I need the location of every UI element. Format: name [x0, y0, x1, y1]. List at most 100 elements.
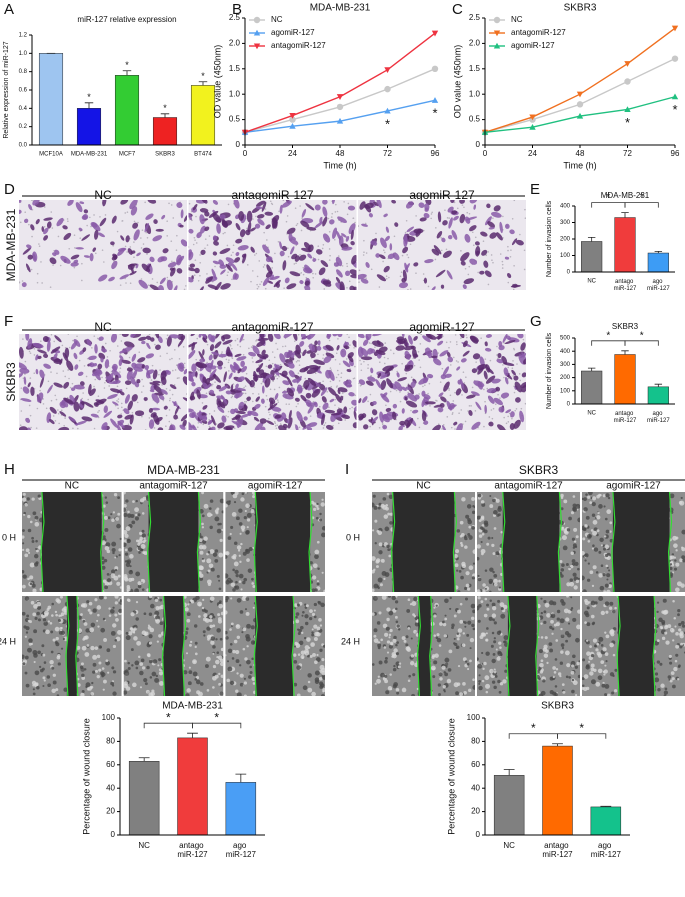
pore — [198, 280, 200, 282]
pore — [175, 369, 177, 371]
pore — [94, 428, 96, 430]
pore — [475, 410, 477, 412]
cell — [42, 676, 45, 679]
pore — [34, 354, 36, 356]
cell — [314, 550, 319, 555]
cell — [478, 596, 481, 599]
cell — [565, 650, 570, 655]
cell — [107, 573, 110, 576]
cell — [239, 555, 241, 557]
cell — [113, 670, 116, 673]
cell — [107, 578, 111, 582]
cell — [28, 529, 32, 533]
cell — [489, 617, 493, 621]
cell — [81, 674, 85, 678]
cell — [486, 632, 488, 634]
cell — [106, 501, 109, 504]
pore — [218, 428, 220, 430]
cell — [455, 563, 459, 567]
pore — [265, 208, 267, 210]
cell — [493, 653, 496, 656]
pore — [31, 269, 33, 271]
pore — [385, 404, 387, 406]
pore — [496, 346, 498, 348]
cell — [482, 633, 486, 637]
cell — [467, 663, 470, 666]
cell — [438, 693, 441, 696]
cell — [33, 688, 35, 690]
cell — [112, 691, 116, 695]
cell — [201, 491, 204, 494]
pore — [195, 216, 197, 218]
image-content — [20, 594, 124, 697]
cell — [457, 610, 461, 614]
microscopy-image — [123, 595, 225, 698]
cell — [385, 690, 389, 694]
cell — [465, 571, 469, 575]
cell — [309, 609, 313, 613]
cell — [216, 628, 221, 633]
cell — [541, 636, 544, 639]
cell — [388, 595, 391, 598]
pore — [322, 248, 324, 250]
microscopy-image — [16, 196, 189, 295]
cell — [434, 653, 438, 657]
pore — [461, 394, 463, 396]
cell — [577, 518, 582, 523]
pore — [20, 222, 22, 224]
pore — [154, 344, 156, 346]
pore — [237, 344, 239, 346]
pore — [301, 272, 303, 274]
cell — [571, 690, 575, 694]
cell — [485, 651, 489, 655]
pore — [37, 273, 39, 275]
cell — [378, 676, 380, 678]
cell — [304, 637, 306, 639]
cell — [246, 612, 250, 616]
pore — [475, 361, 477, 363]
cell — [388, 555, 391, 558]
microscopy-image — [20, 594, 124, 697]
cell — [395, 595, 397, 597]
cell — [546, 613, 550, 617]
cell — [42, 685, 44, 687]
pore — [258, 260, 260, 262]
cell — [462, 564, 466, 568]
pore — [375, 233, 377, 235]
pore — [298, 334, 300, 336]
pore — [102, 249, 104, 251]
cell — [250, 509, 254, 513]
pore — [491, 254, 493, 256]
column-label: NC — [94, 320, 112, 334]
cell — [28, 552, 30, 554]
cell — [32, 584, 36, 588]
pore — [341, 372, 343, 374]
cell — [55, 598, 59, 602]
pore — [346, 358, 348, 360]
cell — [190, 641, 192, 643]
pore — [502, 216, 504, 218]
cell — [218, 553, 223, 558]
cell — [555, 685, 558, 688]
pore — [323, 288, 325, 290]
pore — [516, 408, 518, 410]
cell — [119, 554, 121, 556]
pore — [272, 363, 274, 365]
cell — [396, 620, 399, 623]
pore — [117, 231, 119, 233]
cell — [573, 573, 577, 577]
cell — [237, 598, 242, 603]
cell — [252, 495, 255, 498]
pore — [202, 424, 204, 426]
cell — [384, 679, 388, 683]
pore — [154, 427, 156, 429]
pore — [414, 365, 416, 367]
cell — [392, 639, 396, 643]
pore — [280, 364, 282, 366]
cell — [314, 609, 316, 611]
pore — [226, 359, 228, 361]
cell — [315, 588, 318, 591]
wound-gap — [255, 492, 310, 592]
cell — [465, 515, 469, 519]
cell — [47, 675, 50, 678]
